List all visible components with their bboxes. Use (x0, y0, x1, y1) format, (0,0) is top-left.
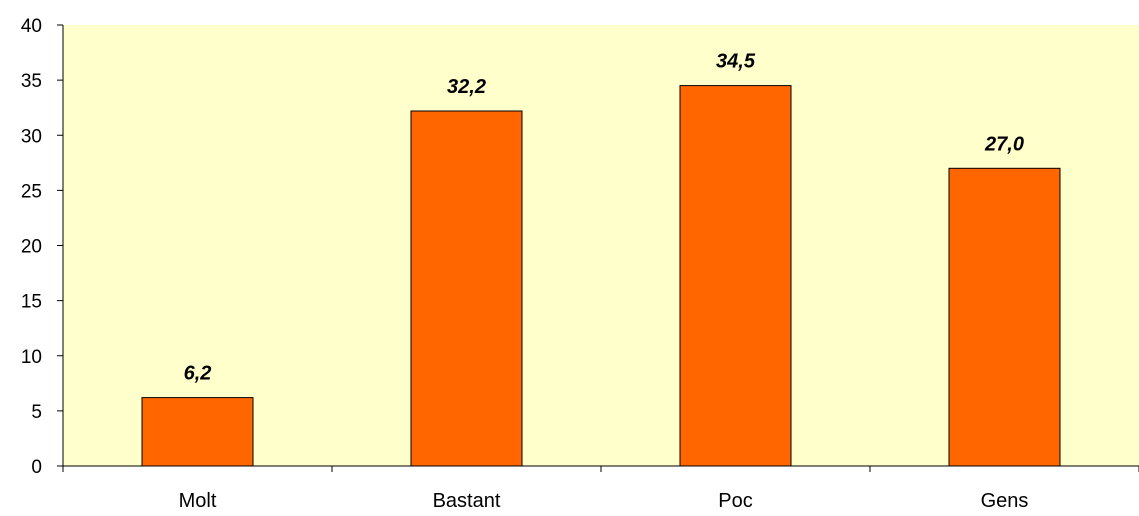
y-tick-label-40: 40 (21, 16, 42, 37)
y-tick-label-20: 20 (21, 237, 42, 258)
bars-group (141, 85, 1061, 467)
y-tick-label-25: 25 (21, 181, 42, 202)
y-tick-label-35: 35 (21, 71, 42, 92)
bar-poc (679, 85, 792, 467)
category-label-gens: Gens (981, 490, 1029, 512)
data-label-molt: 6,2 (184, 363, 212, 385)
bar-bastant (410, 110, 523, 467)
y-tick-label-30: 30 (21, 126, 42, 147)
y-tick-label-0: 0 (31, 457, 42, 478)
category-label-poc: Poc (718, 490, 752, 512)
y-tick-label-10: 10 (21, 347, 42, 368)
axes-group (57, 24, 1139, 472)
category-label-bastant: Bastant (433, 490, 501, 512)
category-label-molt: Molt (179, 490, 217, 512)
y-tick-label-15: 15 (21, 292, 42, 313)
data-label-poc: 34,5 (716, 51, 756, 73)
data-label-gens: 27,0 (984, 133, 1024, 155)
data-label-bastant: 32,2 (447, 76, 486, 98)
y-tick-label-5: 5 (31, 402, 42, 423)
bar-gens (948, 167, 1061, 467)
bar-molt (141, 397, 254, 467)
labels-group: 6,2 Molt 32,2 Bastant 34,5 Poc 27,0 Gens 0 5 10 15 2… (21, 16, 1029, 512)
